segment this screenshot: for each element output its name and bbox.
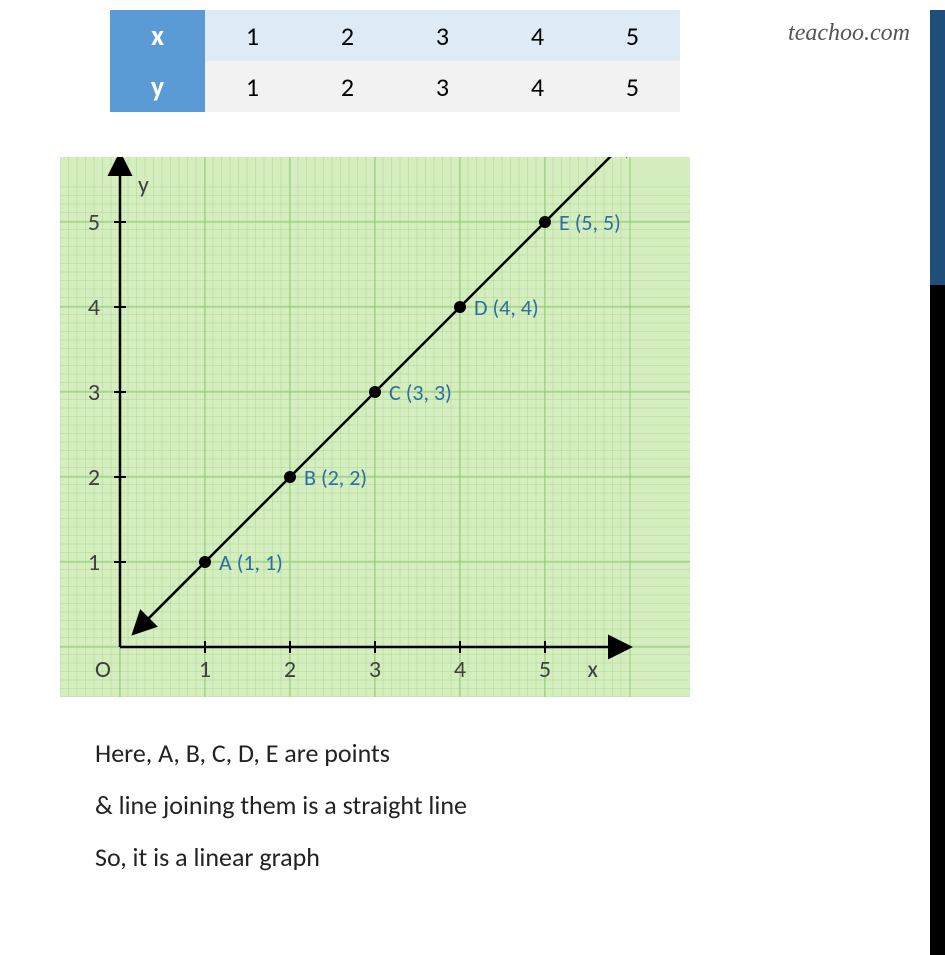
graph-svg: 1 2 3 4 5 1 2 3 4 5 Ox y A (1, 1) B (2, 2) C (3, 3) D (… — [60, 157, 690, 697]
svg-text:4: 4 — [88, 293, 100, 322]
watermark-text: teachoo.com — [788, 20, 910, 47]
svg-text:1: 1 — [199, 655, 211, 684]
table-cell: 5 — [585, 61, 680, 112]
svg-text:2: 2 — [284, 655, 296, 684]
table-cell: 4 — [490, 10, 585, 61]
table-header-x: x — [110, 10, 205, 61]
table-cell: 3 — [395, 61, 490, 112]
svg-text:3: 3 — [88, 378, 100, 407]
svg-text:1: 1 — [88, 548, 100, 577]
table-cell: 1 — [205, 61, 300, 112]
svg-text:y: y — [138, 170, 149, 199]
svg-text:C (3, 3): C (3, 3) — [389, 379, 452, 406]
svg-text:x: x — [588, 655, 599, 684]
svg-text:D (4, 4): D (4, 4) — [474, 294, 539, 321]
table-cell: 2 — [300, 10, 395, 61]
svg-text:B (2, 2): B (2, 2) — [304, 464, 367, 491]
table-cell: 2 — [300, 61, 395, 112]
svg-text:5: 5 — [539, 655, 551, 684]
table-cell: 4 — [490, 61, 585, 112]
table-cell: 1 — [205, 10, 300, 61]
caption-block: Here, A, B, C, D, E are points & line jo… — [95, 727, 945, 883]
caption-line-1: Here, A, B, C, D, E are points — [95, 727, 945, 779]
svg-text:E (5, 5): E (5, 5) — [559, 209, 621, 236]
table-header-y: y — [110, 61, 205, 112]
sidebar-accent-blue — [930, 10, 945, 285]
svg-text:4: 4 — [454, 655, 466, 684]
sidebar-accent-black — [930, 285, 945, 955]
table-cell: 5 — [585, 10, 680, 61]
table-row-y: y 1 2 3 4 5 — [110, 61, 680, 112]
table-row-x: x 1 2 3 4 5 — [110, 10, 680, 61]
svg-text:5: 5 — [88, 208, 100, 237]
xy-data-table: x 1 2 3 4 5 y 1 2 3 4 5 — [110, 10, 680, 112]
svg-text:2: 2 — [88, 463, 100, 492]
svg-text:O: O — [95, 655, 111, 684]
svg-text:A (1, 1): A (1, 1) — [219, 549, 283, 576]
caption-line-2: & line joining them is a straight line — [95, 779, 945, 831]
linear-graph: 1 2 3 4 5 1 2 3 4 5 Ox y A (1, 1) B (2, 2) C (3, 3) D (… — [60, 157, 690, 697]
table-cell: 3 — [395, 10, 490, 61]
caption-line-3: So, it is a linear graph — [95, 831, 945, 883]
svg-text:3: 3 — [369, 655, 381, 684]
